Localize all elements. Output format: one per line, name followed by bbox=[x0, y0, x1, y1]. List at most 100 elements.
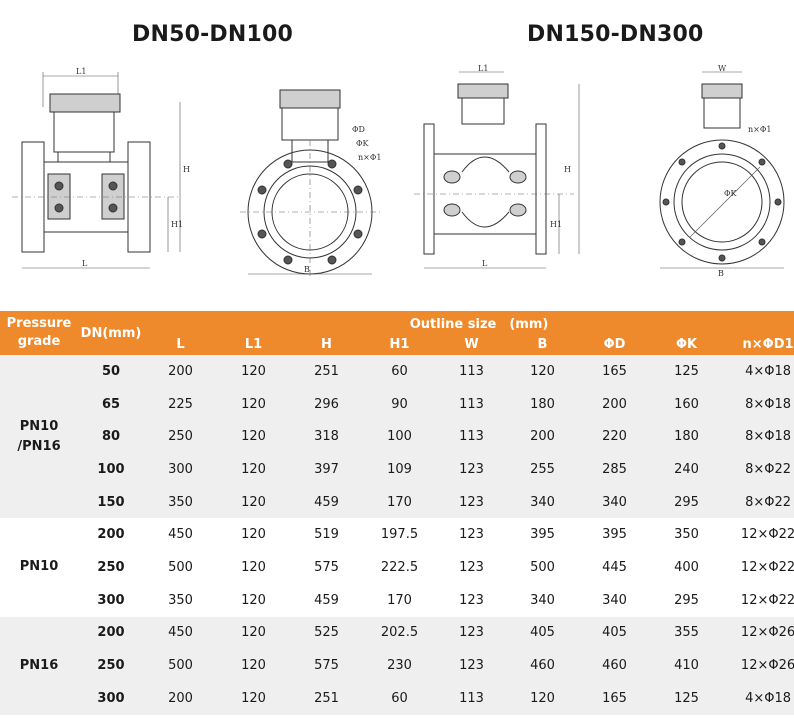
header-col-8: n×ΦD1 bbox=[722, 333, 794, 355]
value-cell: 4×Φ18 bbox=[722, 681, 794, 715]
end-view-drawing-small: ΦD ΦK n×Φ1 B bbox=[240, 89, 382, 278]
dn-cell: 65 bbox=[78, 387, 144, 421]
value-cell: 120 bbox=[217, 551, 290, 584]
value-cell: 120 bbox=[217, 649, 290, 682]
value-cell: 4×Φ18 bbox=[722, 355, 794, 388]
table-row: 300 350 120 459 170 123 340 340 295 12×Φ22 bbox=[0, 583, 794, 617]
value-cell: 340 bbox=[578, 485, 651, 519]
value-cell: 12×Φ26 bbox=[722, 649, 794, 682]
value-cell: 200 bbox=[144, 681, 217, 715]
value-cell: 450 bbox=[144, 616, 217, 650]
value-cell: 113 bbox=[436, 420, 507, 454]
value-cell: 120 bbox=[217, 681, 290, 715]
table-row: 150 350 120 459 170 123 340 340 295 8×Φ22 bbox=[0, 485, 794, 519]
dn-cell: 200 bbox=[78, 518, 144, 552]
dn-cell: 250 bbox=[78, 649, 144, 682]
dim-label-h1: H1 bbox=[171, 220, 183, 229]
value-cell: 340 bbox=[578, 583, 651, 617]
header-dn: DN(mm) bbox=[78, 311, 144, 355]
table-row: PN10 /PN16 50 200 120 251 60 113 120 165 125 4×Φ18 bbox=[0, 355, 794, 519]
value-cell: 120 bbox=[217, 485, 290, 519]
value-cell: 350 bbox=[144, 485, 217, 519]
value-cell: 222.5 bbox=[363, 551, 436, 584]
dim-label-b-large: B bbox=[718, 269, 724, 278]
value-cell: 225 bbox=[144, 387, 217, 421]
value-cell: 519 bbox=[290, 518, 363, 552]
value-cell: 500 bbox=[144, 649, 217, 682]
value-cell: 500 bbox=[144, 551, 217, 584]
dim-label-l-large: L bbox=[482, 259, 488, 268]
value-cell: 8×Φ22 bbox=[722, 453, 794, 486]
value-cell: 8×Φ18 bbox=[722, 387, 794, 421]
value-cell: 120 bbox=[217, 518, 290, 552]
table-row: PN10 200 450 120 519 197.5 123 395 395 350 12×Φ22 bbox=[0, 518, 794, 617]
header-outline-size: Outline size (mm) bbox=[144, 311, 794, 333]
end-view-drawing-large: W ΦK n×Φ1 B bbox=[659, 64, 785, 278]
value-cell: 445 bbox=[578, 551, 651, 584]
value-cell: 395 bbox=[507, 518, 578, 552]
dn-cell: 100 bbox=[78, 453, 144, 486]
value-cell: 340 bbox=[507, 583, 578, 617]
value-cell: 113 bbox=[436, 355, 507, 388]
dim-label-nphi-large: n×Φ1 bbox=[748, 125, 772, 134]
value-cell: 120 bbox=[217, 453, 290, 486]
value-cell: 120 bbox=[217, 616, 290, 650]
value-cell: 165 bbox=[578, 681, 651, 715]
table-row: 250 500 120 575 230 123 460 460 410 12×Φ26 bbox=[0, 649, 794, 682]
dim-label-l1: L1 bbox=[76, 67, 86, 76]
value-cell: 459 bbox=[290, 485, 363, 519]
value-cell: 180 bbox=[651, 420, 722, 454]
pressure-grade-cell: PN16 bbox=[0, 616, 78, 715]
value-cell: 200 bbox=[507, 420, 578, 454]
value-cell: 318 bbox=[290, 420, 363, 454]
dn-cell: 200 bbox=[78, 616, 144, 650]
header-col-6: ΦD bbox=[578, 333, 651, 355]
value-cell: 230 bbox=[363, 649, 436, 682]
value-cell: 296 bbox=[290, 387, 363, 421]
value-cell: 255 bbox=[507, 453, 578, 486]
dn-cell: 50 bbox=[78, 355, 144, 388]
header-col-3: H1 bbox=[363, 333, 436, 355]
value-cell: 400 bbox=[651, 551, 722, 584]
value-cell: 12×Φ22 bbox=[722, 583, 794, 617]
value-cell: 120 bbox=[217, 420, 290, 454]
value-cell: 12×Φ22 bbox=[722, 518, 794, 552]
value-cell: 8×Φ22 bbox=[722, 485, 794, 519]
dim-label-w: W bbox=[718, 64, 727, 73]
value-cell: 405 bbox=[507, 616, 578, 650]
header-col-7: ΦK bbox=[651, 333, 722, 355]
pressure-grade-cell: PN10 /PN16 bbox=[0, 355, 78, 519]
value-cell: 165 bbox=[578, 355, 651, 388]
dim-label-phik: ΦK bbox=[356, 139, 370, 148]
dim-label-h1-large: H1 bbox=[550, 220, 562, 229]
dim-label-b: B bbox=[304, 265, 310, 274]
side-view-drawing-small: L1 H H1 L bbox=[12, 67, 190, 269]
value-cell: 12×Φ22 bbox=[722, 551, 794, 584]
value-cell: 220 bbox=[578, 420, 651, 454]
value-cell: 250 bbox=[144, 420, 217, 454]
value-cell: 251 bbox=[290, 355, 363, 388]
value-cell: 12×Φ26 bbox=[722, 616, 794, 650]
value-cell: 125 bbox=[651, 355, 722, 388]
value-cell: 397 bbox=[290, 453, 363, 486]
value-cell: 459 bbox=[290, 583, 363, 617]
dim-label-l: L bbox=[82, 259, 88, 268]
value-cell: 500 bbox=[507, 551, 578, 584]
value-cell: 575 bbox=[290, 649, 363, 682]
header-col-5: B bbox=[507, 333, 578, 355]
header-col-1: L1 bbox=[217, 333, 290, 355]
value-cell: 123 bbox=[436, 518, 507, 552]
value-cell: 450 bbox=[144, 518, 217, 552]
value-cell: 180 bbox=[507, 387, 578, 421]
value-cell: 100 bbox=[363, 420, 436, 454]
dim-label-phik-large: ΦK bbox=[724, 189, 738, 198]
value-cell: 460 bbox=[578, 649, 651, 682]
dn-cell: 300 bbox=[78, 583, 144, 617]
table-row: 250 500 120 575 222.5 123 500 445 400 12×Φ22 bbox=[0, 551, 794, 584]
pressure-grade-cell: PN10 bbox=[0, 518, 78, 617]
value-cell: 123 bbox=[436, 551, 507, 584]
value-cell: 295 bbox=[651, 583, 722, 617]
value-cell: 123 bbox=[436, 616, 507, 650]
value-cell: 120 bbox=[507, 355, 578, 388]
value-cell: 120 bbox=[217, 387, 290, 421]
